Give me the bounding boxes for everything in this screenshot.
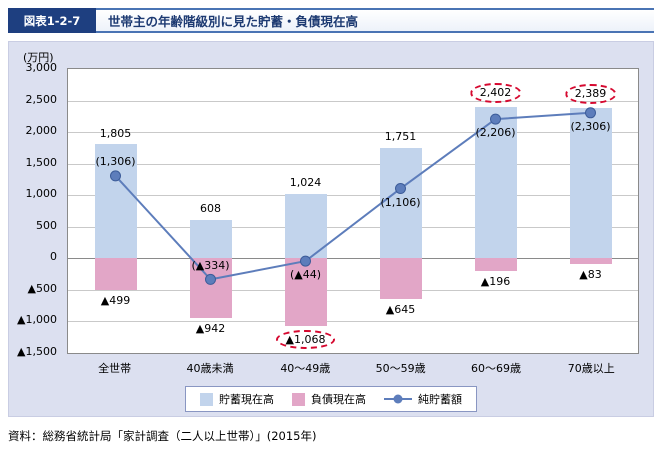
savings-bar (189, 219, 232, 259)
y-tick-label: 1,000 (25, 187, 58, 201)
y-tick-label: ▲1,000 (17, 313, 57, 327)
net-savings-marker (490, 113, 501, 125)
legend-item-2: 純貯蓄額 (384, 391, 462, 407)
x-tick-label: 全世帯 (98, 362, 132, 375)
net-savings-marker (205, 273, 216, 285)
legend-square-swatch (200, 392, 213, 406)
debt-value-label: ▲1,068 (275, 329, 336, 350)
gridline (68, 321, 638, 323)
net-savings-marker (110, 170, 121, 182)
savings-value-label: 2,389 (564, 83, 617, 104)
savings-bar (379, 147, 422, 259)
legend: 貯蓄現在高 負債現在高 純貯蓄額 (185, 386, 477, 412)
legend-line-dot (393, 394, 403, 404)
chart-panel: (万円) 3,000 2,500 2,000 1,500 1,000 500 0 ▲500 ▲1… (8, 41, 654, 417)
legend-square-swatch (292, 392, 305, 406)
legend-item-1: 負債現在高 (292, 391, 366, 407)
y-tick-label: 2,000 (25, 124, 58, 138)
net-savings-value-label: (▲334) (191, 258, 230, 272)
gridline (68, 132, 638, 134)
net-savings-marker (395, 183, 406, 195)
debt-bar (569, 258, 612, 264)
net-savings-value-label: (1,106) (380, 195, 421, 209)
net-savings-value-label: (▲44) (289, 268, 322, 282)
debt-bar (474, 258, 517, 271)
x-tick-label: 40歳未満 (186, 362, 234, 375)
x-tick-label: 40～49歳 (280, 362, 331, 375)
debt-bar (94, 258, 137, 290)
plot-area: 1,805 ▲499 (1,306) 608 ▲942 (▲334) 1,024 ▲1,068… (67, 68, 639, 354)
source-note: 資料：総務省統計局「家計調査（二人以上世帯）」(2015年) (8, 429, 317, 443)
net-savings-value-label: (2,206) (475, 126, 516, 140)
savings-value-label: 608 (200, 202, 221, 216)
zero-gridline (68, 258, 638, 260)
debt-bar (379, 258, 422, 300)
savings-bar (474, 106, 517, 259)
savings-bar (284, 193, 327, 259)
debt-value-label: ▲942 (195, 321, 226, 335)
debt-value-label: ▲499 (100, 293, 131, 307)
net-savings-value-label: (1,306) (95, 155, 136, 169)
y-tick-label: ▲500 (27, 281, 57, 295)
y-tick-label: 500 (36, 218, 57, 232)
legend-item-0: 貯蓄現在高 (200, 391, 274, 407)
savings-value-label: 1,805 (99, 126, 132, 140)
figure-header: 図表1-2-7 世帯主の年齢階級別に見た貯蓄・負債現在高 (8, 8, 654, 33)
x-axis: 全世帯 40歳未満 40～49歳 50～59歳 60～69歳 70歳以上 (67, 360, 639, 376)
y-tick-label: 0 (50, 250, 57, 264)
gridline (68, 289, 638, 291)
y-tick-label: 3,000 (25, 61, 58, 74)
x-tick-label: 50～59歳 (375, 362, 426, 375)
savings-bar (569, 107, 612, 259)
y-axis: 3,000 2,500 2,000 1,500 1,000 500 0 ▲500 ▲1,000 ▲… (9, 61, 63, 358)
gridline (68, 100, 638, 102)
savings-bar (94, 144, 137, 259)
y-tick-label: 1,500 (25, 155, 58, 169)
debt-value-label: ▲196 (480, 274, 511, 288)
debt-bar (189, 258, 232, 318)
net-savings-value-label: (2,306) (570, 119, 611, 133)
debt-value-label: ▲83 (579, 267, 602, 281)
debt-bar (284, 258, 327, 326)
legend-line-swatch (384, 394, 412, 404)
legend-label: 貯蓄現在高 (219, 393, 274, 406)
gridline (68, 226, 638, 228)
x-tick-label: 70歳以上 (567, 362, 615, 375)
legend-label: 負債現在高 (311, 393, 366, 406)
y-tick-label: ▲1,500 (17, 345, 57, 358)
savings-value-label: 2,402 (469, 83, 522, 103)
figure-number-badge: 図表1-2-7 (8, 8, 96, 33)
net-savings-line (110, 107, 596, 285)
debt-value-label: ▲645 (385, 303, 416, 317)
savings-value-label: 1,751 (384, 130, 417, 144)
legend-label: 純貯蓄額 (418, 393, 462, 406)
gridline (68, 163, 638, 165)
y-tick-label: 2,500 (25, 92, 58, 106)
x-tick-label: 60～69歳 (470, 362, 521, 375)
y-axis-unit-label: (万円) (23, 51, 54, 64)
savings-value-label: 1,024 (289, 175, 322, 189)
gridline (68, 195, 638, 197)
net-savings-marker (300, 255, 311, 267)
net-savings-marker (585, 107, 596, 119)
figure-title: 世帯主の年齢階級別に見た貯蓄・負債現在高 (96, 8, 654, 33)
